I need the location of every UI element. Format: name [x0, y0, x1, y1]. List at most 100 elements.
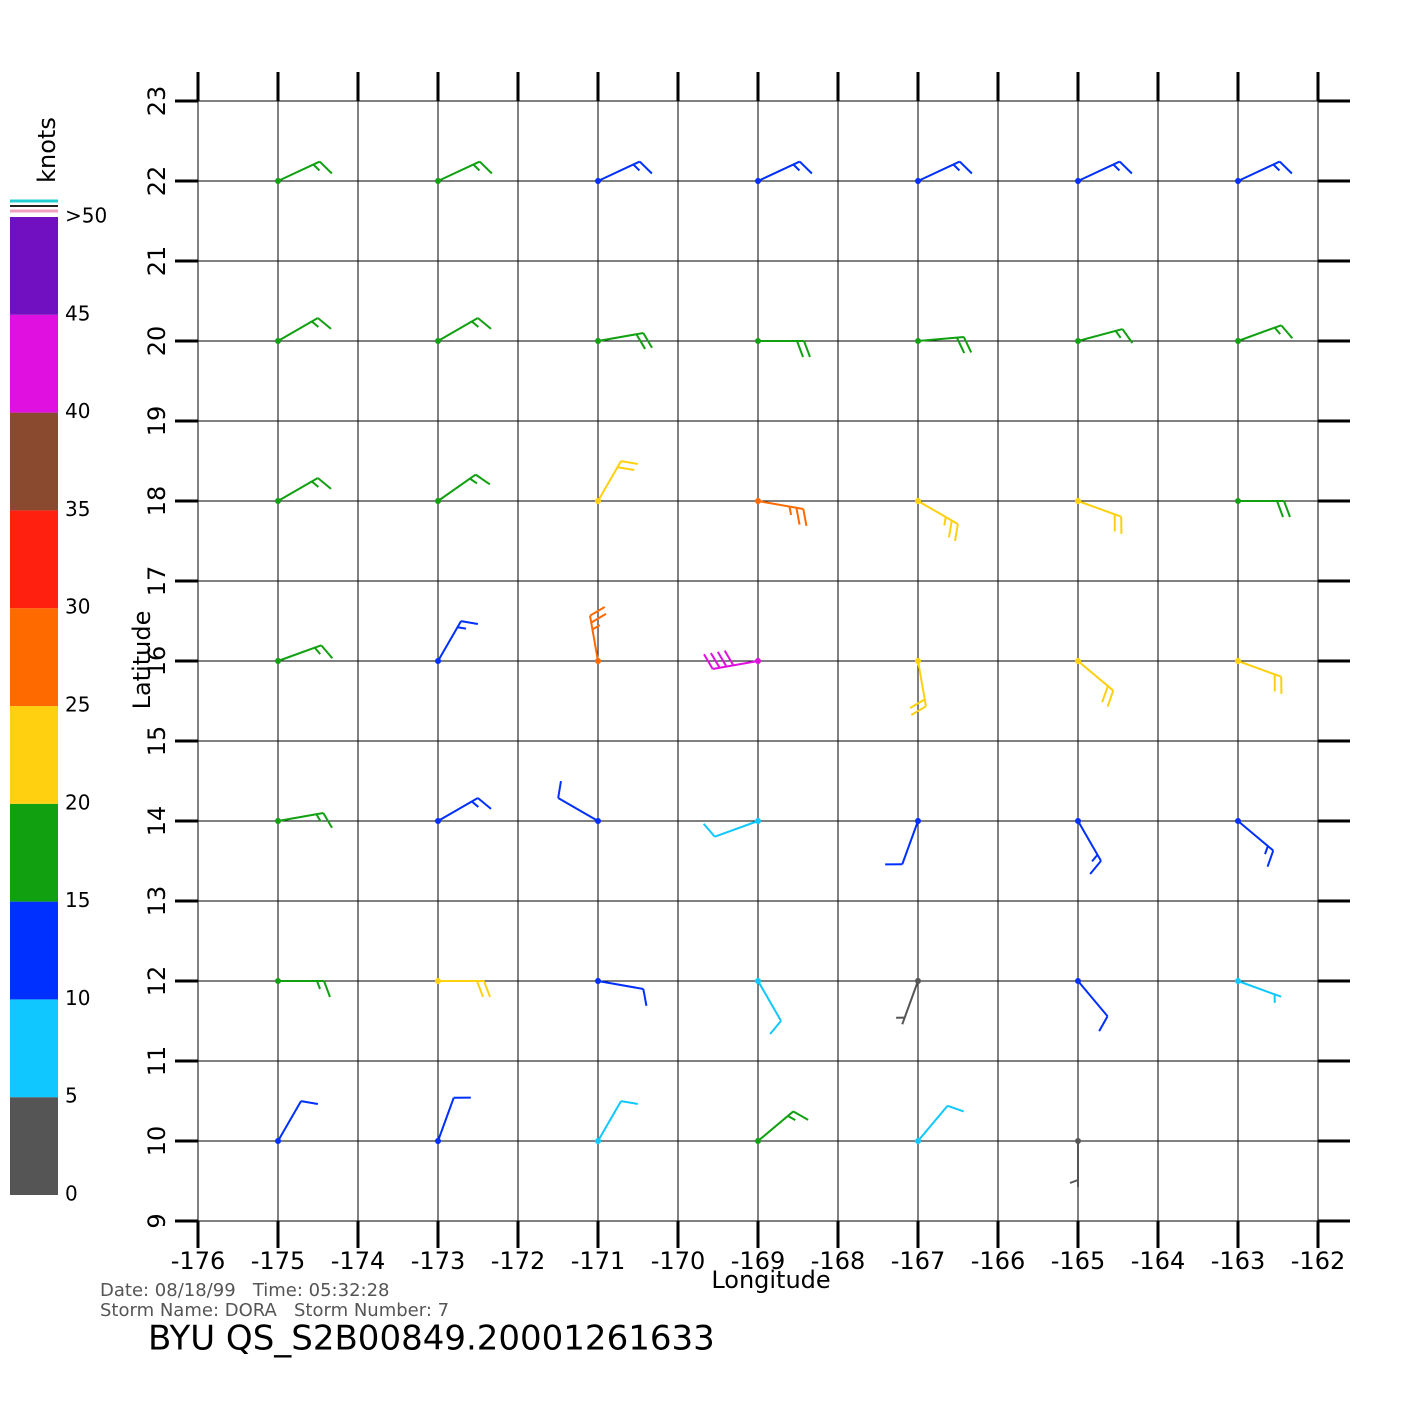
barb-full	[453, 1096, 471, 1099]
barb-full	[1089, 860, 1102, 875]
barb-full	[620, 1100, 639, 1105]
barb-full	[1276, 500, 1284, 518]
barb-station	[755, 978, 761, 984]
colorbar-band	[10, 1097, 58, 1195]
barb-half	[1069, 1179, 1079, 1184]
barb-full	[1118, 160, 1133, 175]
barb-full	[483, 980, 491, 998]
y-tick-label: 10	[143, 1126, 171, 1157]
barb-full	[1098, 1015, 1109, 1032]
colorbar-tick-label: 30	[65, 595, 90, 619]
barb-staff	[917, 500, 959, 525]
barb-station	[275, 178, 281, 184]
barb-full	[958, 160, 973, 175]
barb-half	[896, 1016, 905, 1019]
barb-half	[469, 477, 478, 485]
wind-barb	[435, 473, 491, 504]
barb-station	[1075, 498, 1081, 504]
wind-barb	[275, 644, 334, 664]
barb-half	[632, 163, 641, 172]
barb-station	[435, 178, 441, 184]
barb-full	[792, 1110, 809, 1121]
barb-full	[475, 473, 491, 486]
y-tick-label: 18	[143, 486, 171, 517]
barb-full	[1280, 324, 1294, 339]
barb-station	[755, 1138, 761, 1144]
barb-staff	[917, 1105, 949, 1142]
barb-staff	[714, 820, 759, 838]
wind-barb	[435, 317, 492, 344]
barb-staff	[277, 812, 324, 822]
wind-barb	[595, 978, 648, 1006]
barb-full	[478, 160, 493, 175]
barb-full	[642, 332, 653, 349]
barb-staff	[597, 980, 644, 990]
colorbar-band	[10, 901, 58, 1000]
barb-station	[275, 818, 281, 824]
barb-full	[954, 523, 959, 542]
barb-station	[1235, 818, 1241, 824]
barb-full	[589, 606, 606, 617]
barb-full	[317, 477, 332, 490]
barb-station	[435, 978, 441, 984]
barb-staff	[597, 160, 641, 182]
colorbar-band	[10, 803, 58, 902]
x-tick-label: -165	[1051, 1247, 1105, 1275]
barb-station	[435, 658, 441, 664]
y-tick-label: 23	[143, 86, 171, 117]
barb-station	[915, 178, 921, 184]
wind-barb	[275, 317, 332, 344]
barb-full	[1113, 514, 1116, 532]
wind-barb	[909, 658, 927, 716]
y-tick-label: 14	[143, 806, 171, 837]
x-tick-label: -172	[491, 1247, 545, 1275]
barb-full	[1106, 690, 1115, 708]
barb-station	[275, 338, 281, 344]
barb-full	[638, 160, 653, 175]
wind-barb	[595, 460, 639, 504]
y-tick-label: 22	[143, 166, 171, 197]
barb-full	[702, 823, 716, 838]
barb-half	[788, 506, 793, 516]
barb-full	[1121, 328, 1134, 344]
wind-barb	[1075, 978, 1109, 1032]
barb-full	[617, 466, 635, 472]
barb-full	[910, 705, 927, 716]
barb-station	[595, 978, 601, 984]
colorbar-tick-label: 0	[65, 1182, 78, 1206]
x-axis-title: Longitude	[711, 1266, 830, 1294]
barb-staff	[437, 620, 462, 662]
x-tick-label: -175	[251, 1247, 305, 1275]
barb-full	[1283, 500, 1291, 518]
barb-full	[477, 797, 492, 810]
wind-barb	[755, 498, 808, 526]
barb-staff	[437, 797, 479, 822]
wind-barb	[435, 978, 491, 998]
barb-full	[635, 333, 646, 350]
barb-full	[620, 460, 639, 465]
barb-half	[315, 813, 322, 823]
barb-half	[311, 320, 320, 328]
barb-staff	[757, 160, 801, 182]
colorbar-label: knots	[33, 117, 61, 183]
barb-full	[947, 520, 953, 538]
barb-half	[943, 516, 947, 526]
barb-station	[435, 1138, 441, 1144]
colorbar-tick-label: 40	[65, 399, 90, 423]
wind-barb	[755, 978, 782, 1035]
y-tick-label: 12	[143, 966, 171, 997]
barb-full	[1273, 674, 1276, 692]
barb-staff	[1077, 980, 1109, 1017]
barb-station	[275, 1138, 281, 1144]
wind-barb	[915, 160, 973, 184]
wind-barb	[885, 818, 921, 866]
barb-staff	[277, 477, 319, 502]
barb-half	[316, 980, 321, 990]
wind-barb	[1235, 658, 1283, 694]
barb-full	[1278, 160, 1293, 175]
wind-barb	[589, 606, 607, 664]
barb-staff	[277, 160, 321, 182]
y-tick-label: 16	[143, 646, 171, 677]
